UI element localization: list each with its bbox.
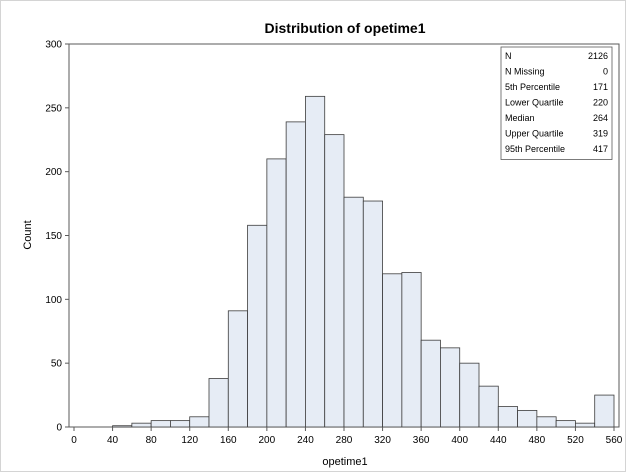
stat-label: Lower Quartile [505, 98, 564, 108]
x-tick-label: 280 [336, 435, 353, 446]
y-tick-label: 200 [45, 167, 62, 178]
chart-title: Distribution of opetime1 [265, 20, 426, 36]
y-tick-label: 0 [56, 423, 62, 434]
x-tick-label: 80 [146, 435, 158, 446]
x-tick-label: 120 [181, 435, 198, 446]
y-tick-label: 150 [45, 231, 62, 242]
histogram-bar [208, 378, 229, 428]
y-tick-label: 100 [45, 295, 62, 306]
stat-value: 2126 [588, 51, 608, 61]
x-axis-label: opetime1 [322, 456, 367, 468]
histogram-bar [112, 425, 133, 428]
x-axis: 0 40 80 120 160 200 240 280 320 360 400 440 480 520 56… [71, 427, 623, 446]
bars-group [112, 95, 615, 428]
histogram-bar [324, 134, 345, 428]
stat-value: 0 [603, 67, 608, 77]
y-tick-label: 300 [45, 40, 62, 51]
histogram-bar [150, 420, 171, 428]
x-tick-label: 560 [606, 435, 623, 446]
histogram-bar [575, 422, 596, 428]
stat-label: Median [505, 113, 535, 123]
x-tick-label: 200 [259, 435, 276, 446]
histogram-bar [189, 416, 210, 428]
histogram-bar [170, 420, 191, 428]
stat-label: 5th Percentile [505, 82, 560, 92]
statistics-box: N 2126 N Missing 0 5th Percentile 171 Lower Qu… [500, 46, 613, 160]
histogram-bar [131, 422, 152, 428]
stat-label: N [505, 51, 512, 61]
histogram-bar [594, 394, 615, 428]
y-tick-label: 250 [45, 103, 62, 114]
histogram-bar [459, 362, 480, 428]
stat-value: 220 [593, 98, 608, 108]
histogram-bar [247, 224, 268, 428]
x-tick-label: 440 [490, 435, 507, 446]
x-tick-label: 40 [107, 435, 119, 446]
y-axis-label: Count [22, 220, 34, 249]
x-tick-label: 400 [451, 435, 468, 446]
histogram-bar [420, 339, 441, 428]
histogram-bar [497, 406, 518, 428]
histogram-bar [362, 200, 383, 428]
x-tick-label: 0 [71, 435, 77, 446]
x-tick-label: 360 [413, 435, 430, 446]
stat-value: 264 [593, 113, 608, 123]
x-tick-label: 320 [374, 435, 391, 446]
histogram-bar [343, 196, 364, 428]
stat-value: 417 [593, 144, 608, 154]
histogram-bar [536, 416, 557, 428]
histogram-bar [401, 272, 422, 428]
x-tick-label: 240 [297, 435, 314, 446]
histogram-bar [478, 385, 499, 428]
histogram-bar [305, 95, 326, 428]
histogram-bar [285, 121, 306, 428]
stat-label: 95th Percentile [505, 144, 565, 154]
histogram-bar [517, 409, 538, 428]
x-tick-label: 480 [529, 435, 546, 446]
histogram-bar [440, 347, 461, 428]
y-axis: 0 50 100 150 200 250 300 [45, 40, 69, 434]
stat-value: 171 [593, 82, 608, 92]
x-tick-label: 160 [220, 435, 237, 446]
statistics-box-border [500, 46, 613, 160]
stat-label: Upper Quartile [505, 129, 564, 139]
stat-value: 319 [593, 129, 608, 139]
stat-label: N Missing [505, 67, 545, 77]
histogram-bar [555, 420, 576, 428]
histogram-bar [227, 310, 248, 428]
x-tick-label: 520 [567, 435, 584, 446]
histogram-bar [266, 158, 287, 428]
y-tick-label: 50 [51, 359, 63, 370]
histogram-bar [382, 273, 403, 428]
